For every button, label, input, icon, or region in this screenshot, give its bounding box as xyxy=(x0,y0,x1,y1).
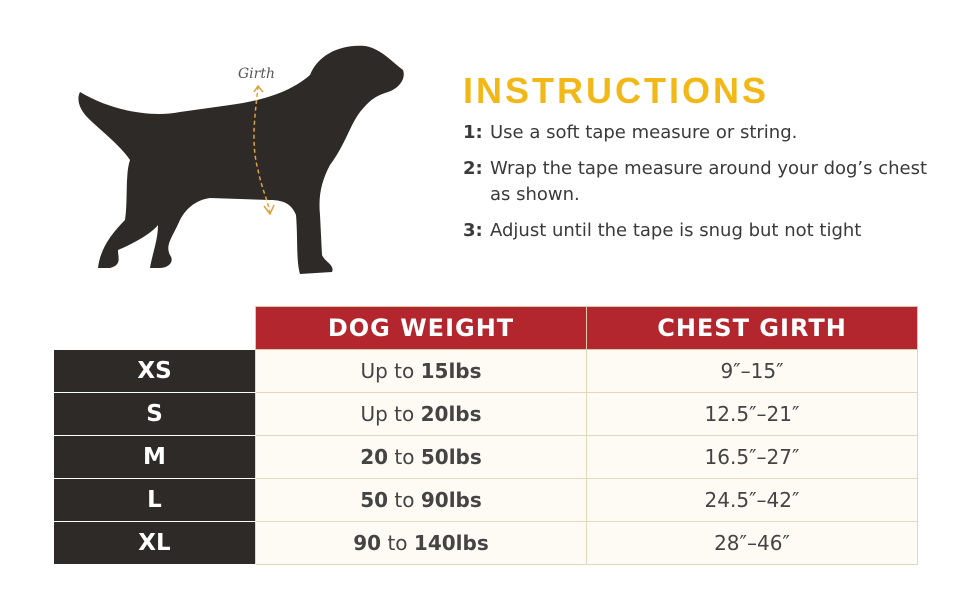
row: XS Up to 15lbs 9″–15″ xyxy=(54,349,918,393)
step-number: 1: xyxy=(463,122,483,143)
tape-arrow xyxy=(253,84,275,216)
weight: 90 to 140lbs xyxy=(255,521,587,565)
text: 20 xyxy=(360,445,389,469)
girth: 24.5″–42″ xyxy=(586,478,918,522)
instructions: INSTRUCTIONS 1: Use a soft tape measure o… xyxy=(463,70,933,254)
step-text: Wrap the tape measure around your dog’s … xyxy=(490,158,928,205)
weight: 20 to 50lbs xyxy=(255,435,587,479)
step: 3: Adjust until the tape is snug but not … xyxy=(463,218,933,244)
text: 50 xyxy=(360,488,389,512)
text: Up to xyxy=(360,402,415,426)
dog-illustration: Girth xyxy=(78,45,404,274)
text: 50lbs xyxy=(420,445,482,469)
weight: Up to 15lbs xyxy=(255,349,587,393)
size-table: DOG WEIGHT CHEST GIRTH XS Up to 15lbs 9″–15… xyxy=(54,306,918,565)
girth: 28″–46″ xyxy=(586,521,918,565)
size: XS xyxy=(54,349,256,393)
size: L xyxy=(54,478,256,522)
girth: 9″–15″ xyxy=(586,349,918,393)
header: DOG WEIGHT xyxy=(255,306,587,350)
girth-label: Girth xyxy=(238,66,275,82)
text: 90 xyxy=(353,531,382,555)
step-text: Use a soft tape measure or string. xyxy=(490,122,798,143)
text: 140lbs xyxy=(413,531,489,555)
text: 90lbs xyxy=(420,488,482,512)
dog-silhouette xyxy=(78,45,404,274)
tape-line xyxy=(253,85,271,215)
text: to xyxy=(394,488,415,512)
text: 15lbs xyxy=(420,359,482,383)
text: to xyxy=(387,531,408,555)
weight: Up to 20lbs xyxy=(255,392,587,436)
weight: 50 to 90lbs xyxy=(255,478,587,522)
step-number: 2: xyxy=(463,158,483,179)
step-number: 3: xyxy=(463,220,483,241)
girth: 12.5″–21″ xyxy=(586,392,918,436)
size: XL xyxy=(54,521,256,565)
text: Up to xyxy=(360,359,415,383)
row: L 50 to 90lbs 24.5″–42″ xyxy=(54,478,918,522)
size: M xyxy=(54,435,256,479)
step-text: Adjust until the tape is snug but not ti… xyxy=(490,220,862,241)
text: to xyxy=(394,445,415,469)
text: 20lbs xyxy=(420,402,482,426)
instructions-title: INSTRUCTIONS xyxy=(463,70,769,111)
header: CHEST GIRTH xyxy=(586,306,918,350)
step: 1: Use a soft tape measure or string. xyxy=(463,120,933,146)
header-row: DOG WEIGHT CHEST GIRTH xyxy=(54,306,918,350)
row: XL 90 to 140lbs 28″–46″ xyxy=(54,521,918,565)
row: M 20 to 50lbs 16.5″–27″ xyxy=(54,435,918,479)
size: S xyxy=(54,392,256,436)
row: S Up to 20lbs 12.5″–21″ xyxy=(54,392,918,436)
blank xyxy=(54,307,256,350)
girth: 16.5″–27″ xyxy=(586,435,918,479)
step: 2: Wrap the tape measure around your dog’… xyxy=(463,156,933,208)
